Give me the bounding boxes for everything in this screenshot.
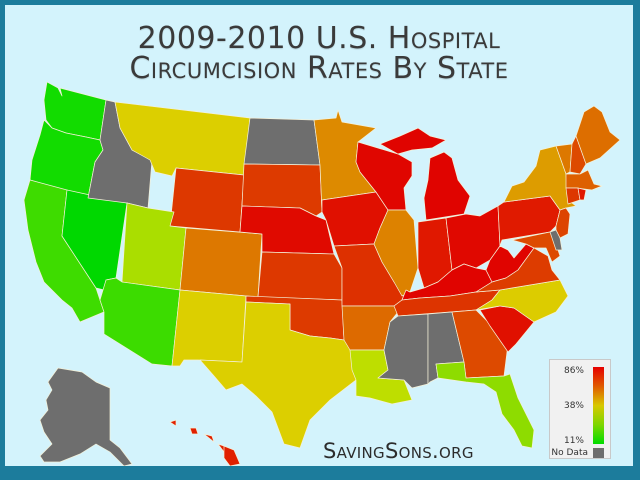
map-frame: 2009-2010 U.S. Hospital Circumcision Rat… [5, 5, 633, 466]
legend-min-label: 11% [563, 436, 584, 446]
title-line-1: 2009-2010 U.S. Hospital [137, 21, 501, 56]
us-map [23, 81, 621, 466]
state-ct [565, 187, 581, 205]
state-tx [199, 301, 357, 449]
legend: 86% 38% 11% No Data [549, 359, 611, 459]
state-ma [565, 169, 603, 191]
state-fl [435, 361, 535, 449]
legend-max-label: 86% [563, 366, 584, 376]
state-nd [243, 117, 321, 166]
legend-gradient-bar [593, 367, 604, 444]
state-de [549, 229, 563, 251]
legend-mid-label: 38% [563, 401, 584, 411]
state-mi [423, 151, 471, 221]
state-wi [355, 141, 413, 211]
state-mi-upper [379, 127, 447, 155]
state-ks [257, 251, 343, 301]
state-az [99, 277, 181, 367]
legend-no-data-swatch [593, 448, 604, 458]
state-wy [169, 167, 245, 233]
state-nc [475, 279, 569, 323]
state-il [373, 209, 419, 297]
state-nj [555, 207, 571, 239]
state-hi [169, 419, 241, 466]
state-co [179, 227, 263, 298]
state-ri [577, 187, 587, 201]
state-me [575, 105, 621, 165]
title-line-2: Circumcision Rates By State [129, 51, 509, 86]
state-nh [569, 135, 587, 175]
brand-watermark: SavingSons.org [323, 439, 474, 463]
state-ak [39, 367, 133, 466]
state-nm [171, 289, 247, 367]
state-va [475, 247, 561, 293]
legend-no-data-label: No Data [551, 448, 588, 458]
